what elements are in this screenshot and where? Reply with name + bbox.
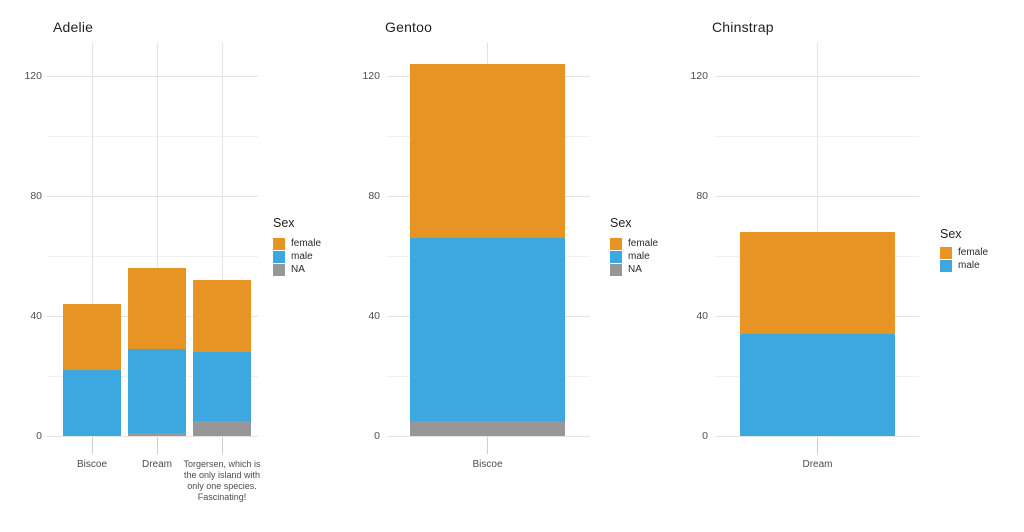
bar-adelie-dream-male xyxy=(128,349,186,433)
adelie-gridline-x-dream xyxy=(156,43,158,436)
chinstrap-y-tick-label-0: 0 xyxy=(702,430,708,442)
gentoo-legend-label-male: male xyxy=(628,251,650,262)
adelie-legend-label-male: male xyxy=(291,251,313,262)
adelie-x-label-dream: Dream xyxy=(141,459,172,470)
adelie-gridline-minor-60 xyxy=(47,255,258,257)
adelie-legend-label-na: NA xyxy=(291,264,305,275)
bar-gentoo-biscoe-male xyxy=(410,238,565,421)
bar-adelie-dream-female xyxy=(128,268,186,349)
gentoo-legend-title: Sex xyxy=(610,216,632,230)
chinstrap-x-label-dream: Dream xyxy=(802,459,833,470)
bar-adelie-torgersen-male xyxy=(193,352,251,421)
panel-title-gentoo: Gentoo xyxy=(385,19,433,35)
adelie-y-tick-label-80: 80 xyxy=(30,190,42,202)
adelie-x-tick-dream xyxy=(156,437,158,454)
adelie-x-label-torgersen: Torgersen, which is the only island with… xyxy=(183,459,261,502)
bar-chinstrap-dream-female xyxy=(740,232,895,334)
gentoo-legend-swatch-na xyxy=(610,264,622,276)
chinstrap-y-tick-label-40: 40 xyxy=(696,310,708,322)
gentoo-y-tick-label-0: 0 xyxy=(374,430,380,442)
adelie-legend-swatch-na xyxy=(273,264,285,276)
adelie-x-tick-biscoe xyxy=(91,437,93,454)
chinstrap-y-tick-label-120: 120 xyxy=(690,70,708,82)
adelie-legend-swatch-male xyxy=(273,251,285,263)
chinstrap-y-tick-label-80: 80 xyxy=(696,190,708,202)
gentoo-x-tick-biscoe xyxy=(487,437,488,454)
chinstrap-legend-swatch-male xyxy=(940,260,952,272)
adelie-y-tick-label-40: 40 xyxy=(30,310,42,322)
bar-adelie-torgersen-female xyxy=(193,280,251,352)
adelie-y-tick-label-0: 0 xyxy=(36,430,42,442)
chinstrap-legend-label-female: female xyxy=(958,247,989,258)
bar-chinstrap-dream-male xyxy=(740,334,895,436)
gentoo-y-tick-label-40: 40 xyxy=(368,310,380,322)
adelie-legend-swatch-female xyxy=(273,238,285,250)
gentoo-y-tick-label-120: 120 xyxy=(362,70,380,82)
bar-adelie-biscoe-female xyxy=(63,304,121,370)
bar-adelie-dream-na xyxy=(128,433,186,436)
adelie-legend-label-female: female xyxy=(291,238,322,249)
adelie-legend-title: Sex xyxy=(273,216,295,230)
adelie-gridline-minor-100 xyxy=(47,135,258,137)
bar-adelie-torgersen-na xyxy=(193,421,251,436)
chinstrap-gridline-0 xyxy=(715,435,919,437)
adelie-gridline-0 xyxy=(47,435,258,437)
panel-title-chinstrap: Chinstrap xyxy=(712,19,774,35)
adelie-x-tick-torgersen xyxy=(221,437,223,454)
gentoo-legend-swatch-female xyxy=(610,238,622,250)
gentoo-legend-swatch-male xyxy=(610,251,622,263)
gentoo-legend-label-na: NA xyxy=(628,264,642,275)
panel-title-adelie: Adelie xyxy=(53,19,94,35)
gentoo-gridline-0 xyxy=(387,435,590,437)
chinstrap-legend-swatch-female xyxy=(940,247,952,259)
chinstrap-legend-title: Sex xyxy=(940,227,962,241)
adelie-gridline-80 xyxy=(47,195,258,197)
bar-adelie-biscoe-male xyxy=(63,370,121,436)
adelie-x-label-biscoe: Biscoe xyxy=(76,459,107,470)
bar-gentoo-biscoe-female xyxy=(410,64,565,238)
adelie-gridline-x-torgersen xyxy=(221,43,223,436)
gentoo-x-label-biscoe: Biscoe xyxy=(472,459,503,470)
gentoo-y-tick-label-80: 80 xyxy=(368,190,380,202)
bar-gentoo-biscoe-na xyxy=(410,421,565,436)
adelie-y-tick-label-120: 120 xyxy=(24,70,42,82)
gentoo-legend-label-female: female xyxy=(628,238,659,249)
adelie-gridline-x-biscoe xyxy=(91,43,93,436)
chinstrap-x-tick-dream xyxy=(817,437,818,454)
chinstrap-legend-label-male: male xyxy=(958,260,980,271)
adelie-gridline-120 xyxy=(47,75,258,77)
